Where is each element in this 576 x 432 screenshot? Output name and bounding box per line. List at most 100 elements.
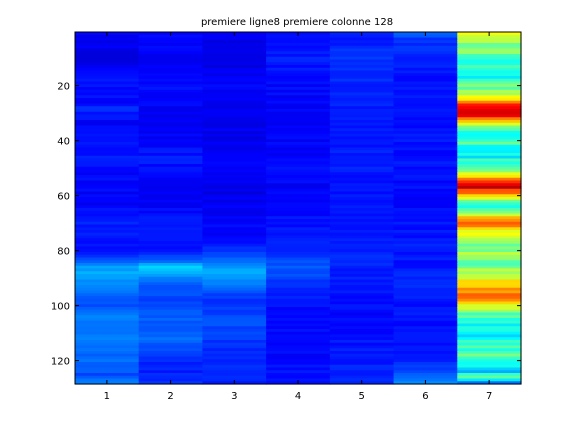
heatmap-cell — [457, 175, 522, 179]
heatmap-cell — [329, 169, 395, 173]
x-tick-label: 7 — [486, 391, 492, 402]
heatmap-cell — [75, 243, 140, 248]
heatmap-cell — [75, 219, 140, 223]
heatmap-cell — [329, 298, 395, 303]
heatmap-cell — [457, 45, 522, 50]
heatmap-cell — [393, 364, 458, 369]
heatmap-cell — [138, 345, 204, 349]
heatmap-cell — [138, 296, 204, 300]
heatmap-cell — [266, 375, 331, 380]
heatmap-cell — [75, 73, 140, 77]
heatmap-cell — [329, 81, 395, 85]
heatmap-cell — [393, 304, 458, 308]
heatmap-cell — [75, 312, 140, 316]
heatmap-cell — [202, 323, 267, 327]
heatmap-cell — [202, 265, 267, 270]
heatmap-cell — [75, 307, 140, 311]
heatmap-cell — [266, 323, 331, 327]
heatmap-cell — [393, 208, 458, 212]
heatmap-cell — [393, 274, 458, 278]
heatmap-cell — [393, 147, 458, 151]
heatmap-cell — [138, 150, 204, 154]
heatmap-cell — [202, 227, 267, 231]
heatmap-cell — [329, 296, 395, 300]
heatmap-cell — [393, 76, 458, 80]
heatmap-cell — [75, 232, 140, 237]
heatmap-cell — [393, 362, 458, 366]
heatmap-cell — [75, 158, 140, 162]
heatmap-cell — [75, 331, 140, 336]
heatmap-cell — [329, 375, 395, 380]
heatmap-cell — [75, 51, 140, 55]
heatmap-cell — [202, 147, 267, 151]
heatmap-cell — [266, 106, 331, 110]
heatmap-cell — [75, 315, 140, 319]
heatmap-cell — [457, 276, 522, 281]
heatmap-cell — [138, 34, 204, 39]
heatmap-cell — [393, 331, 458, 336]
heatmap-cell — [75, 199, 140, 204]
heatmap-cell — [457, 155, 522, 160]
heatmap-cell — [266, 340, 331, 344]
heatmap-cell — [329, 78, 395, 83]
heatmap-cell — [266, 241, 331, 245]
heatmap-cell — [75, 252, 140, 256]
heatmap-cell — [457, 150, 522, 154]
heatmap-cell — [457, 348, 522, 352]
heatmap-cell — [393, 128, 458, 132]
heatmap-cell — [329, 65, 395, 69]
axes-frame — [74, 31, 522, 385]
heatmap-cell — [75, 205, 140, 209]
heatmap-cell — [457, 65, 522, 69]
heatmap-cell — [202, 45, 267, 50]
heatmap-cell — [202, 309, 267, 314]
heatmap-cell — [266, 100, 331, 105]
heatmap-cell — [457, 191, 522, 195]
heatmap-cell — [266, 230, 331, 234]
heatmap-cell — [329, 301, 395, 305]
heatmap-cell — [75, 172, 140, 176]
heatmap-cell — [202, 89, 267, 94]
heatmap-cell — [329, 304, 395, 308]
heatmap-cell — [202, 95, 267, 99]
heatmap-cell — [138, 133, 204, 138]
heatmap-cell — [202, 139, 267, 143]
heatmap-cell — [457, 257, 522, 261]
heatmap-cell — [457, 139, 522, 143]
heatmap-cell — [138, 188, 204, 193]
heatmap-cell — [393, 131, 458, 135]
heatmap-cell — [266, 186, 331, 190]
heatmap-cell — [75, 122, 140, 127]
heatmap-cell — [393, 180, 458, 184]
heatmap-cell — [75, 329, 140, 333]
heatmap-cell — [266, 213, 331, 217]
heatmap-cell — [202, 274, 267, 278]
heatmap-cell — [138, 37, 204, 41]
heatmap-cell — [266, 367, 331, 371]
heatmap-cell — [138, 166, 204, 171]
heatmap-cell — [266, 98, 331, 102]
heatmap-cell — [457, 87, 522, 91]
heatmap-cell — [266, 197, 331, 201]
heatmap-cell — [202, 125, 267, 129]
heatmap-cell — [329, 348, 395, 352]
heatmap-cell — [329, 205, 395, 209]
heatmap-cell — [457, 34, 522, 39]
heatmap-cell — [75, 285, 140, 289]
heatmap-cell — [138, 100, 204, 105]
heatmap-cell — [329, 153, 395, 157]
heatmap-cell — [266, 271, 331, 275]
heatmap-cell — [202, 315, 267, 319]
heatmap-cell — [393, 48, 458, 52]
heatmap-cell — [266, 309, 331, 314]
heatmap-cell — [457, 144, 522, 149]
heatmap-cell — [329, 235, 395, 239]
heatmap-cell — [329, 241, 395, 245]
heatmap-cell — [457, 197, 522, 201]
heatmap-cell — [202, 334, 267, 338]
heatmap-cell — [266, 208, 331, 212]
x-tick-label: 3 — [231, 391, 237, 402]
heatmap-cell — [457, 373, 522, 377]
heatmap-cell — [457, 169, 522, 173]
heatmap-cell — [393, 92, 458, 96]
